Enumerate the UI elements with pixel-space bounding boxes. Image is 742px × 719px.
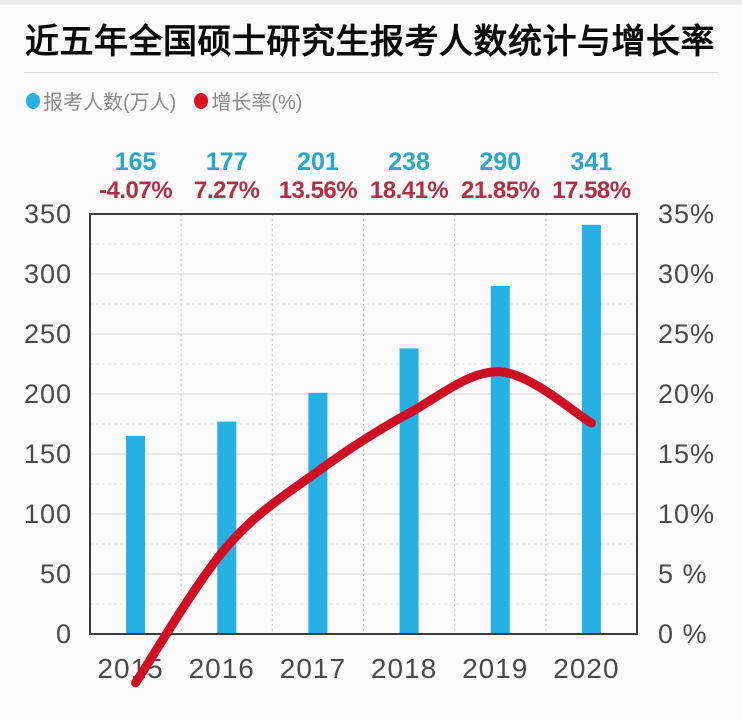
right-axis-tick: 10% (658, 499, 715, 529)
legend-item-growth: 增长率(%) (194, 86, 302, 115)
bar-value-label: 290 (479, 148, 521, 176)
right-axis-tick: 25% (658, 319, 715, 349)
bar-2016 (217, 421, 237, 634)
growth-value-label: 17.58% (552, 177, 631, 204)
right-axis-tick: 20% (658, 379, 715, 409)
bar-value-label: 341 (571, 148, 613, 176)
bar-2020 (581, 224, 601, 635)
legend-label-applicants: 报考人数(万人) (43, 92, 177, 114)
x-axis-label-2016: 2016 (189, 653, 255, 684)
bar-value-label: 238 (388, 148, 430, 176)
left-axis-tick: 200 (24, 379, 72, 409)
legend-dot-growth-icon (194, 92, 209, 109)
bar-value-label: 165 (115, 148, 157, 176)
x-axis-label-2020: 2020 (553, 653, 619, 684)
plot-border (89, 213, 638, 635)
legend-dot-applicants-icon (26, 92, 40, 109)
bar-line-chart: 0 50 100 150 200 250 300 350 0 % 5 % 10% 15% 20% 25% 3… (24, 148, 715, 688)
bar-2019 (490, 286, 510, 634)
x-axis-label-2017: 2017 (280, 653, 346, 684)
card-top-edge (0, 0, 742, 5)
legend-label-growth: 增长率(%) (211, 92, 303, 114)
right-axis-tick: 15% (658, 439, 715, 469)
x-axis-label-2019: 2019 (462, 653, 528, 684)
x-axis-label-2018: 2018 (371, 653, 437, 684)
right-axis-tick: 35% (658, 199, 715, 229)
right-axis-tick: 30% (658, 259, 715, 289)
growth-value-label: 7.27% (194, 177, 260, 204)
growth-line (131, 367, 596, 688)
page-title: 近五年全国硕士研究生报考人数统计与增长率 (25, 23, 715, 61)
title-divider (24, 72, 718, 73)
legend: 报考人数(万人) 增长率(%) (26, 86, 302, 115)
bar-2018 (399, 348, 419, 634)
left-axis-tick: 300 (24, 259, 72, 289)
growth-value-label: -4.07% (99, 177, 172, 204)
bar-value-label: 201 (297, 148, 339, 176)
left-axis-tick: 250 (24, 319, 72, 349)
left-axis-tick: 150 (24, 439, 72, 469)
growth-value-label: 21.85% (461, 177, 540, 204)
right-axis-tick: 0 % (658, 619, 708, 649)
legend-item-applicants: 报考人数(万人) (26, 86, 176, 115)
bar-value-label: 177 (206, 148, 248, 176)
left-axis-tick: 50 (40, 559, 72, 589)
growth-value-label: 13.56% (279, 177, 358, 204)
left-axis-tick: 0 (56, 619, 72, 649)
growth-value-label: 18.41% (370, 177, 449, 204)
left-axis-tick: 350 (24, 199, 72, 229)
right-axis-tick: 5 % (658, 559, 708, 589)
bar-2017 (308, 392, 328, 634)
bar-2015 (126, 436, 146, 634)
left-axis-tick: 100 (24, 499, 72, 529)
